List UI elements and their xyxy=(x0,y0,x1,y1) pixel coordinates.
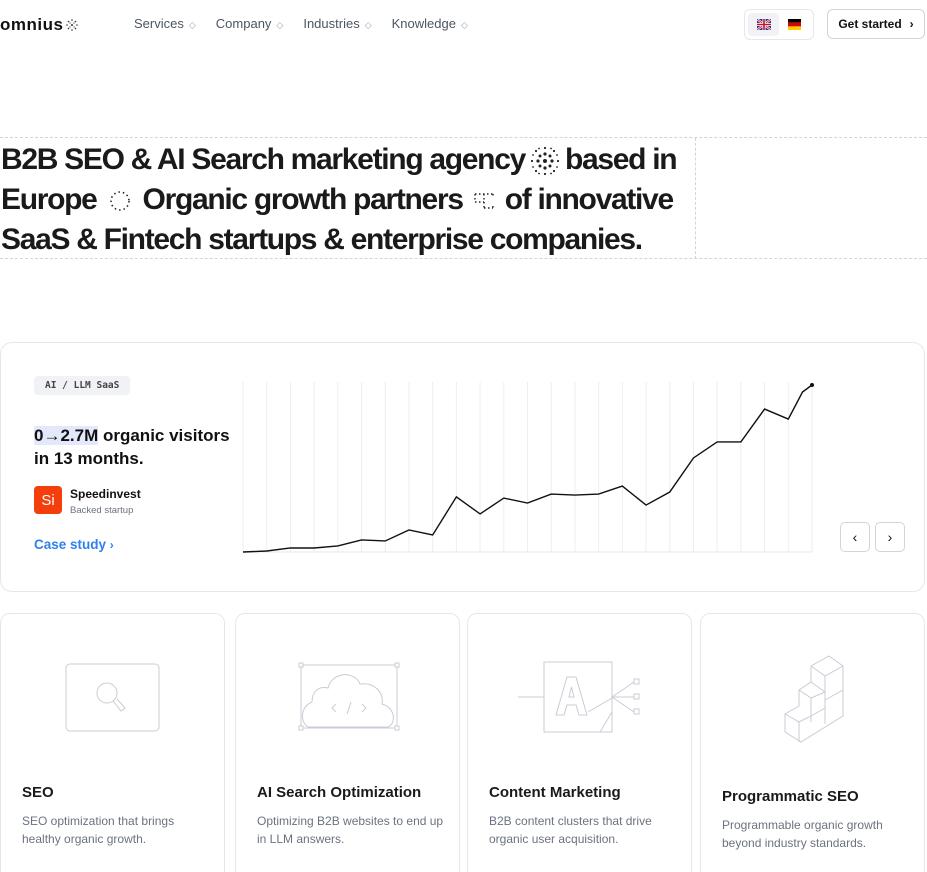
headline-part: of innovative xyxy=(504,183,674,216)
link-label: Case study xyxy=(34,537,107,552)
service-card-programmatic[interactable]: Programmatic SEO Programmable organic gr… xyxy=(700,613,925,872)
logo-text: omnius xyxy=(0,15,64,34)
chevron-right-icon: › xyxy=(109,538,114,552)
company-subtitle: Backed startup xyxy=(70,505,134,516)
company-name: Speedinvest xyxy=(70,487,141,501)
industry-tag: AI / LLM SaaS xyxy=(34,376,131,395)
logo[interactable]: omnius xyxy=(0,15,79,35)
hero: B2B SEO & AI Search marketing agency base… xyxy=(0,137,927,259)
card-title: Content Marketing xyxy=(489,784,621,801)
magnifier-icon xyxy=(65,663,160,732)
card-title: AI Search Optimization xyxy=(257,784,422,801)
chevron-right-icon: › xyxy=(887,529,893,545)
stat-text: organic visitors in 13 months. xyxy=(34,426,230,468)
card-desc: B2B content clusters that drive organic … xyxy=(489,814,652,846)
stat-highlight: 0→2.7M xyxy=(34,426,99,445)
cta-label: Get started xyxy=(838,17,902,31)
card-desc: SEO optimization that brings healthy org… xyxy=(22,814,175,846)
chevron-updown-icon: ◇ xyxy=(188,20,196,30)
cubes-icon xyxy=(784,655,844,743)
chevron-right-icon: › xyxy=(909,17,914,31)
uk-flag-icon xyxy=(756,19,771,30)
end-point xyxy=(810,383,814,387)
chevron-updown-icon: ◇ xyxy=(460,20,468,30)
menu-knowledge[interactable]: Knowledge ◇ xyxy=(392,16,468,31)
menu-label: Industries xyxy=(303,16,360,31)
headline-part: B2B SEO & AI Search marketing agency xyxy=(1,143,526,176)
dotted-circle-icon xyxy=(109,191,130,211)
dots-sphere-icon xyxy=(530,146,560,176)
lang-en-button[interactable] xyxy=(748,13,779,36)
next-button[interactable]: › xyxy=(875,522,905,552)
lang-de-button[interactable] xyxy=(779,13,810,36)
card-desc: Optimizing B2B websites to end up in LLM… xyxy=(257,814,444,846)
hero-headline: B2B SEO & AI Search marketing agency base… xyxy=(1,140,701,260)
logo-dots-icon xyxy=(66,19,79,31)
cloud-code-icon xyxy=(298,662,400,731)
chevron-updown-icon: ◇ xyxy=(276,20,284,30)
menu-label: Services xyxy=(134,16,184,31)
headline-part: Organic growth partners xyxy=(142,183,464,216)
company-logo: Si xyxy=(34,486,62,514)
letter-a-icon xyxy=(518,661,640,733)
case-study-stat: 0→2.7M organic visitors in 13 months. xyxy=(34,424,234,470)
menu-label: Company xyxy=(215,16,272,31)
main-menu: Services ◇ Company ◇ Industries ◇ Knowledge… xyxy=(134,16,468,31)
dotted-grid-icon xyxy=(474,193,494,211)
menu-label: Knowledge xyxy=(391,16,456,31)
menu-company[interactable]: Company ◇ xyxy=(216,16,284,31)
case-study-link[interactable]: Case study › xyxy=(34,537,114,552)
menu-industries[interactable]: Industries ◇ xyxy=(303,16,371,31)
germany-flag-icon xyxy=(788,19,801,30)
chevron-updown-icon: ◇ xyxy=(364,20,372,30)
get-started-button[interactable]: Get started › xyxy=(827,9,925,39)
service-card-seo[interactable]: SEO SEO optimization that brings healthy… xyxy=(0,613,225,872)
case-study-card xyxy=(0,342,925,592)
company-info: Si Speedinvest Backed startup xyxy=(34,486,141,516)
chevron-left-icon: ‹ xyxy=(852,529,858,545)
headline-part: based in xyxy=(564,143,678,176)
growth-chart xyxy=(242,382,814,553)
series-line xyxy=(242,384,813,553)
card-title: SEO xyxy=(22,784,54,801)
card-title: Programmatic SEO xyxy=(722,788,859,805)
service-card-content[interactable]: Content Marketing B2B content clusters t… xyxy=(467,613,692,872)
card-desc: Programmable organic growth beyond indus… xyxy=(722,818,883,850)
prev-button[interactable]: ‹ xyxy=(840,522,870,552)
language-switcher xyxy=(744,9,814,40)
headline-part: Europe xyxy=(1,183,98,216)
service-card-ai-search[interactable]: AI Search Optimization Optimizing B2B we… xyxy=(235,613,460,872)
top-nav: omnius Services ◇ Company ◇ Industries ◇ Kn… xyxy=(0,0,927,48)
divider xyxy=(695,138,696,259)
headline-part: SaaS & Fintech startups & enterprise com… xyxy=(1,223,643,256)
menu-services[interactable]: Services ◇ xyxy=(134,16,196,31)
